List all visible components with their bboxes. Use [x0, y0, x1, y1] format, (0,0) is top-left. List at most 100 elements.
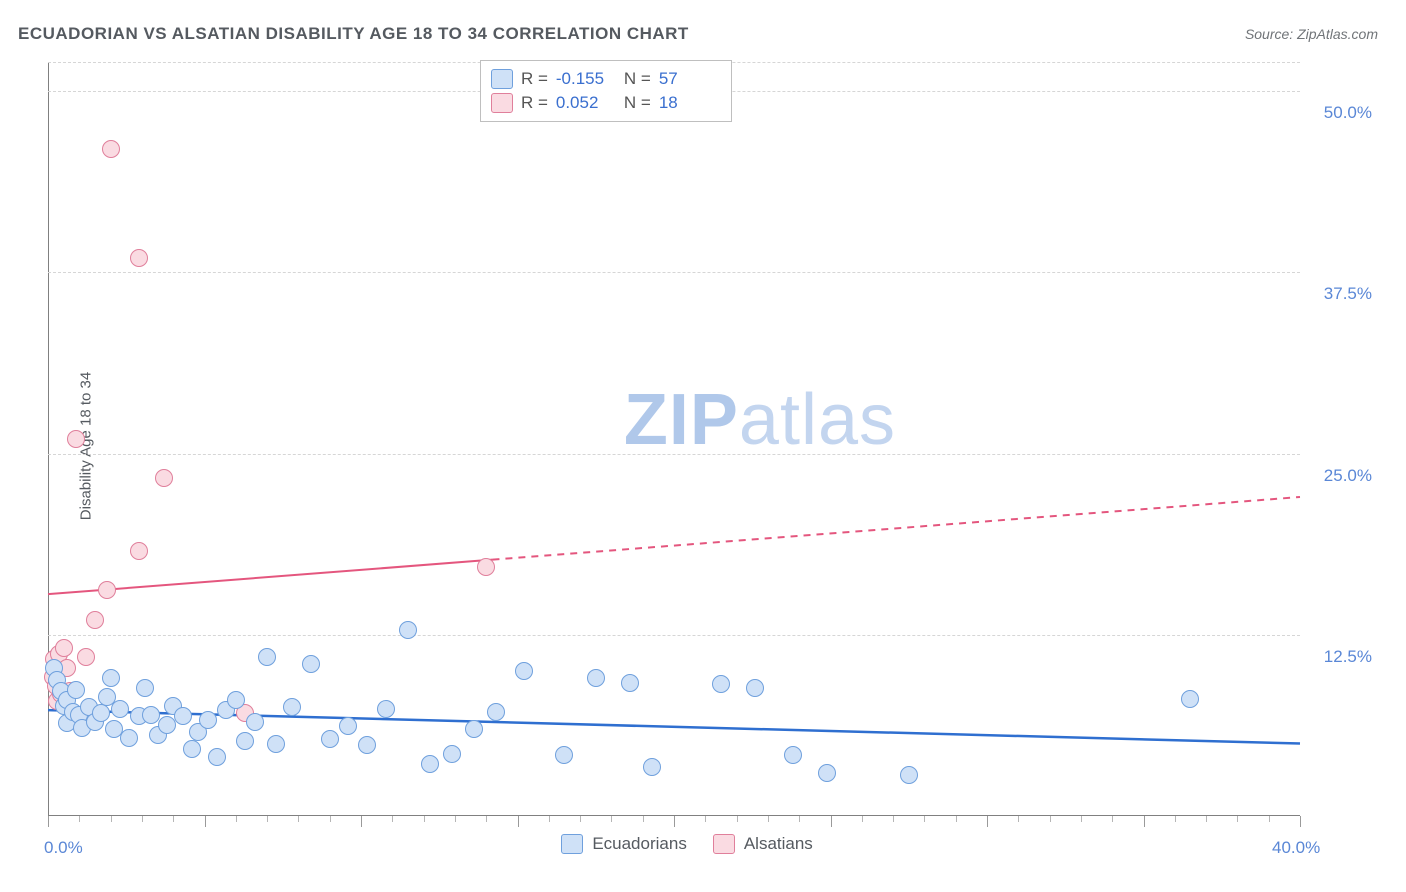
x-minor-tick — [142, 816, 143, 822]
x-minor-tick — [799, 816, 800, 822]
point-ecuadorians — [302, 655, 320, 673]
x-minor-tick — [580, 816, 581, 822]
x-major-tick — [48, 816, 49, 827]
x-minor-tick — [1269, 816, 1270, 822]
point-ecuadorians — [621, 674, 639, 692]
point-alsatians — [155, 469, 173, 487]
correlation-legend: R =-0.155N =57R = 0.052 N = 18 — [480, 60, 732, 122]
point-ecuadorians — [283, 698, 301, 716]
x-tick-label: 0.0% — [44, 838, 83, 858]
legend-row: R = 0.052 N = 18 — [491, 91, 719, 115]
x-major-tick — [205, 816, 206, 827]
x-minor-tick — [298, 816, 299, 822]
point-alsatians — [86, 611, 104, 629]
point-ecuadorians — [487, 703, 505, 721]
y-tick-label: 25.0% — [1324, 466, 1372, 486]
x-minor-tick — [643, 816, 644, 822]
legend-N-label: N = — [624, 69, 651, 89]
x-major-tick — [518, 816, 519, 827]
point-ecuadorians — [377, 700, 395, 718]
point-ecuadorians — [236, 732, 254, 750]
point-ecuadorians — [67, 681, 85, 699]
x-minor-tick — [1018, 816, 1019, 822]
point-ecuadorians — [102, 669, 120, 687]
point-ecuadorians — [120, 729, 138, 747]
x-major-tick — [1144, 816, 1145, 827]
x-minor-tick — [862, 816, 863, 822]
point-ecuadorians — [339, 717, 357, 735]
x-tick-label: 40.0% — [1272, 838, 1320, 858]
x-minor-tick — [1237, 816, 1238, 822]
point-ecuadorians — [555, 746, 573, 764]
point-ecuadorians — [111, 700, 129, 718]
point-ecuadorians — [712, 675, 730, 693]
point-ecuadorians — [227, 691, 245, 709]
x-minor-tick — [486, 816, 487, 822]
source-name: ZipAtlas.com — [1297, 26, 1378, 42]
x-minor-tick — [424, 816, 425, 822]
x-minor-tick — [893, 816, 894, 822]
x-minor-tick — [1081, 816, 1082, 822]
gridline — [48, 635, 1300, 636]
legend-N-label: N = — [624, 93, 651, 113]
watermark: ZIPatlas — [624, 379, 896, 461]
point-ecuadorians — [267, 735, 285, 753]
point-ecuadorians — [784, 746, 802, 764]
point-ecuadorians — [399, 621, 417, 639]
point-ecuadorians — [136, 679, 154, 697]
x-minor-tick — [267, 816, 268, 822]
legend-swatch — [561, 834, 583, 854]
point-ecuadorians — [321, 730, 339, 748]
legend-N-value: 18 — [659, 93, 719, 113]
y-tick-label: 37.5% — [1324, 284, 1372, 304]
legend-R-value: 0.052 — [556, 93, 616, 113]
point-alsatians — [55, 639, 73, 657]
x-major-tick — [361, 816, 362, 827]
source-prefix: Source: — [1245, 26, 1297, 42]
x-minor-tick — [1206, 816, 1207, 822]
legend-R-label: R = — [521, 93, 548, 113]
legend-row: R =-0.155N =57 — [491, 67, 719, 91]
x-minor-tick — [455, 816, 456, 822]
point-ecuadorians — [174, 707, 192, 725]
point-ecuadorians — [358, 736, 376, 754]
x-minor-tick — [611, 816, 612, 822]
x-minor-tick — [1112, 816, 1113, 822]
point-ecuadorians — [818, 764, 836, 782]
point-alsatians — [102, 140, 120, 158]
point-ecuadorians — [900, 766, 918, 784]
legend-swatch — [491, 69, 513, 89]
legend-series-name: Alsatians — [744, 834, 813, 854]
point-ecuadorians — [746, 679, 764, 697]
point-ecuadorians — [443, 745, 461, 763]
y-tick-label: 50.0% — [1324, 103, 1372, 123]
gridline — [48, 272, 1300, 273]
chart-title: ECUADORIAN VS ALSATIAN DISABILITY AGE 18… — [18, 24, 689, 44]
x-minor-tick — [705, 816, 706, 822]
x-major-tick — [674, 816, 675, 827]
x-minor-tick — [1175, 816, 1176, 822]
point-alsatians — [77, 648, 95, 666]
point-ecuadorians — [643, 758, 661, 776]
point-alsatians — [130, 542, 148, 560]
point-ecuadorians — [1181, 690, 1199, 708]
x-minor-tick — [173, 816, 174, 822]
legend-series-name: Ecuadorians — [592, 834, 687, 854]
legend-swatch — [491, 93, 513, 113]
x-minor-tick — [768, 816, 769, 822]
point-ecuadorians — [258, 648, 276, 666]
legend-R-label: R = — [521, 69, 548, 89]
x-minor-tick — [737, 816, 738, 822]
point-ecuadorians — [199, 711, 217, 729]
series-legend: Ecuadorians Alsatians — [561, 834, 813, 854]
x-minor-tick — [1050, 816, 1051, 822]
point-ecuadorians — [421, 755, 439, 773]
x-major-tick — [831, 816, 832, 827]
x-minor-tick — [392, 816, 393, 822]
point-ecuadorians — [208, 748, 226, 766]
point-ecuadorians — [587, 669, 605, 687]
x-major-tick — [1300, 816, 1301, 827]
legend-item: Ecuadorians — [561, 834, 687, 854]
x-minor-tick — [111, 816, 112, 822]
trend-line — [492, 497, 1300, 560]
